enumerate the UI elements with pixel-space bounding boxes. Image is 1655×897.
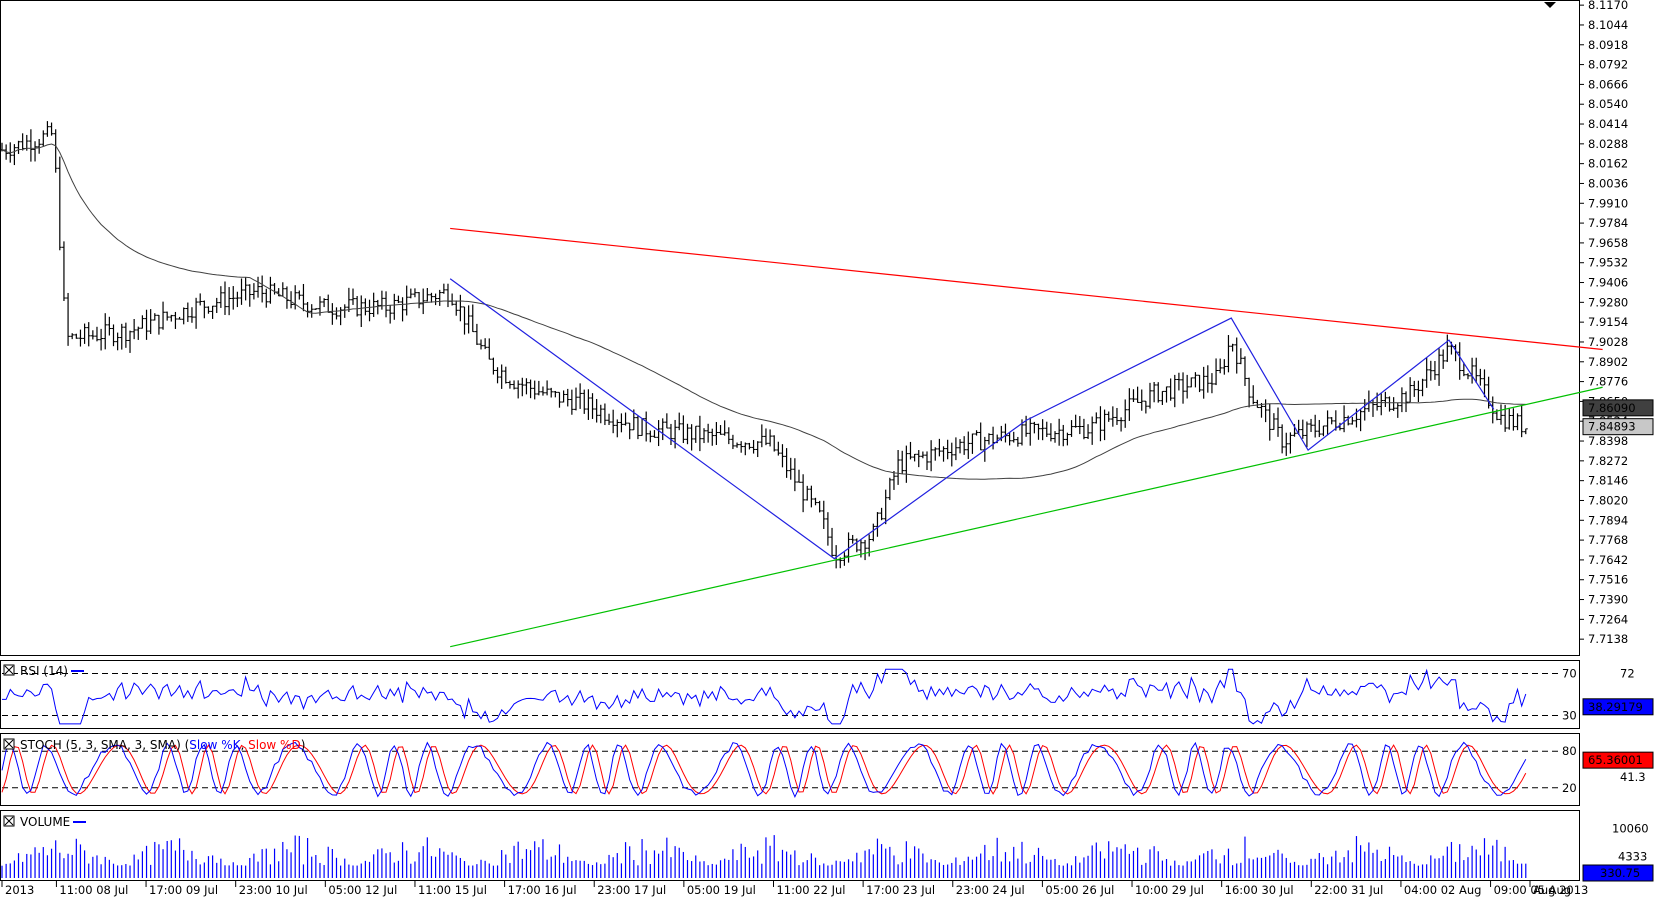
time-tick-label: 23:00 17 Jul (597, 883, 666, 897)
price-tick-label: 7.9910 (1588, 196, 1628, 210)
resistance-trendline (450, 227, 1603, 351)
stoch-current-label: 65.36001 (1588, 753, 1643, 767)
price-tick-label: 8.1044 (1588, 18, 1628, 32)
time-tick-label: 09:00 05 Aug (1494, 883, 1572, 897)
price-tick-label: 7.8020 (1588, 493, 1628, 507)
time-tick-label: 23:00 10 Jul (239, 883, 308, 897)
ma-price-tag: 7.86090 (1588, 401, 1636, 415)
rsi-level-label: 70 (1562, 667, 1577, 681)
rsi-current-label: 38.29179 (1588, 700, 1643, 714)
price-tick-label: 7.7264 (1588, 612, 1628, 626)
volume-current-box (1582, 864, 1654, 882)
price-tick-label: 8.0540 (1588, 97, 1628, 111)
volume-axis-label: 10060 (1612, 822, 1649, 836)
time-tick-label: 17:00 16 Jul (508, 883, 577, 897)
ma-price-tag-box (1582, 399, 1654, 417)
last-price-tag: 7.84893 (1588, 420, 1636, 434)
price-tick-label: 8.0792 (1588, 58, 1628, 72)
price-tick-label: 7.7138 (1588, 632, 1628, 646)
price-tick-label: 7.8398 (1588, 434, 1628, 448)
price-tick-label: 7.9532 (1588, 256, 1628, 270)
stoch-panel-frame (0, 733, 1580, 806)
price-tick-label: 7.8902 (1588, 355, 1628, 369)
volume-plot: 10060 4333 330.75 (1, 822, 1654, 882)
volume-title: VOLUME (20, 815, 70, 829)
price-tick-label: 7.9154 (1588, 315, 1628, 329)
zigzag-line (449, 278, 1495, 560)
volume-header[interactable]: VOLUME (3, 815, 86, 829)
time-tick-label: 17:00 09 Jul (149, 883, 218, 897)
stoch-axis-label: 41.3 (1620, 770, 1646, 784)
time-tick-label: 05:00 19 Jul (687, 883, 756, 897)
price-tick-label: 8.0036 (1588, 176, 1628, 190)
last-price-tag-box (1582, 418, 1654, 436)
price-tick-label: 7.7768 (1588, 533, 1628, 547)
time-tick-label: 11:00 08 Jul (59, 883, 128, 897)
rsi-title: RSI (14) (20, 664, 68, 678)
price-tick-label: 8.0414 (1588, 117, 1628, 131)
moving-average-line (1, 143, 1526, 480)
price-tick-label: 7.8272 (1588, 454, 1628, 468)
price-tick-label: 7.9028 (1588, 335, 1628, 349)
volume-panel-frame (0, 810, 1580, 881)
price-tick-label: 8.0288 (1588, 137, 1628, 151)
stoch-d-line (1, 744, 1527, 795)
price-tick-label: 7.8776 (1588, 375, 1628, 389)
rsi-header[interactable]: RSI (14) (3, 664, 84, 678)
price-plot (0, 121, 1603, 648)
rsi-plot: 70 30 72 38.29179 (2, 667, 1654, 725)
time-tick-label: 17:00 23 Jul (866, 883, 935, 897)
price-tick-label: 7.7516 (1588, 573, 1628, 587)
time-tick-label: 11:00 22 Jul (776, 883, 845, 897)
rsi-level-label: 30 (1562, 709, 1577, 723)
stoch-k-label: Slow %K (189, 738, 241, 752)
price-tick-label: 7.7390 (1588, 593, 1628, 607)
price-tick-label: 7.9406 (1588, 276, 1628, 290)
price-tick-label: 7.7894 (1588, 513, 1628, 527)
price-tick-label: 8.0918 (1588, 38, 1628, 52)
price-tick-label: 8.0666 (1588, 77, 1628, 91)
price-panel-frame (0, 0, 1580, 656)
price-tick-label: 8.1170 (1588, 0, 1628, 12)
stoch-d-label: Slow %D (248, 738, 301, 752)
rsi-line (2, 668, 1527, 725)
time-tick-label: 22:00 31 Jul (1314, 883, 1383, 897)
time-tick-label: 10:00 29 Jul (1135, 883, 1204, 897)
time-tick-label: 16:00 30 Jul (1225, 883, 1294, 897)
svg-text:STOCH (5, 3, SMA, 3, SMA): STOCH (5, 3, SMA, 3, SMA) (Slow %K, Slow… (20, 738, 305, 752)
stoch-k-line (1, 741, 1527, 799)
time-tick-label: 04:00 02 Aug (1404, 883, 1482, 897)
price-tick-label: 8.0162 (1588, 157, 1628, 171)
stoch-current-box (1582, 751, 1654, 769)
collapse-arrow-icon[interactable] (1544, 2, 1556, 8)
time-tick-label: 11:00 15 Jul (418, 883, 487, 897)
time-tick-label: 05:00 12 Jul (328, 883, 397, 897)
price-tick-label: 7.8146 (1588, 474, 1628, 488)
time-tick-label: 23:00 24 Jul (956, 883, 1025, 897)
stoch-plot: 80 20 41.3 65.36001 (1, 741, 1654, 799)
price-tick-label: 7.9280 (1588, 295, 1628, 309)
stoch-header[interactable]: STOCH (5, 3, SMA, 3, SMA) (Slow %K, Slow… (3, 738, 305, 752)
volume-axis-label: 4333 (1618, 850, 1647, 864)
stoch-title: STOCH (5, 3, SMA, 3, SMA) (20, 738, 181, 752)
price-tick-label: 7.9784 (1588, 216, 1628, 230)
price-axis: 8.1170 8.1044 8.0918 8.0792 8.0666 8.0540 8.04… (1579, 0, 1654, 646)
price-tick-label: 7.9658 (1588, 236, 1628, 250)
volume-current-label: 330.75 (1600, 866, 1640, 880)
price-tick-label: 7.7642 (1588, 553, 1628, 567)
rsi-panel-frame (0, 660, 1580, 729)
time-tick-label: Aug 2013 (1533, 883, 1588, 897)
time-axis: 2013 11:00 08 Jul 17:00 09 Jul 23:00 10 Jul… (1, 881, 1588, 897)
time-tick-label: 2013 (5, 883, 34, 897)
rsi-axis-label: 72 (1620, 667, 1635, 681)
stoch-level-label: 20 (1562, 781, 1577, 795)
stoch-level-label: 80 (1562, 744, 1577, 758)
support-trendline (450, 386, 1603, 648)
time-tick-label: 05:00 26 Jul (1045, 883, 1114, 897)
rsi-current-box (1582, 698, 1654, 716)
